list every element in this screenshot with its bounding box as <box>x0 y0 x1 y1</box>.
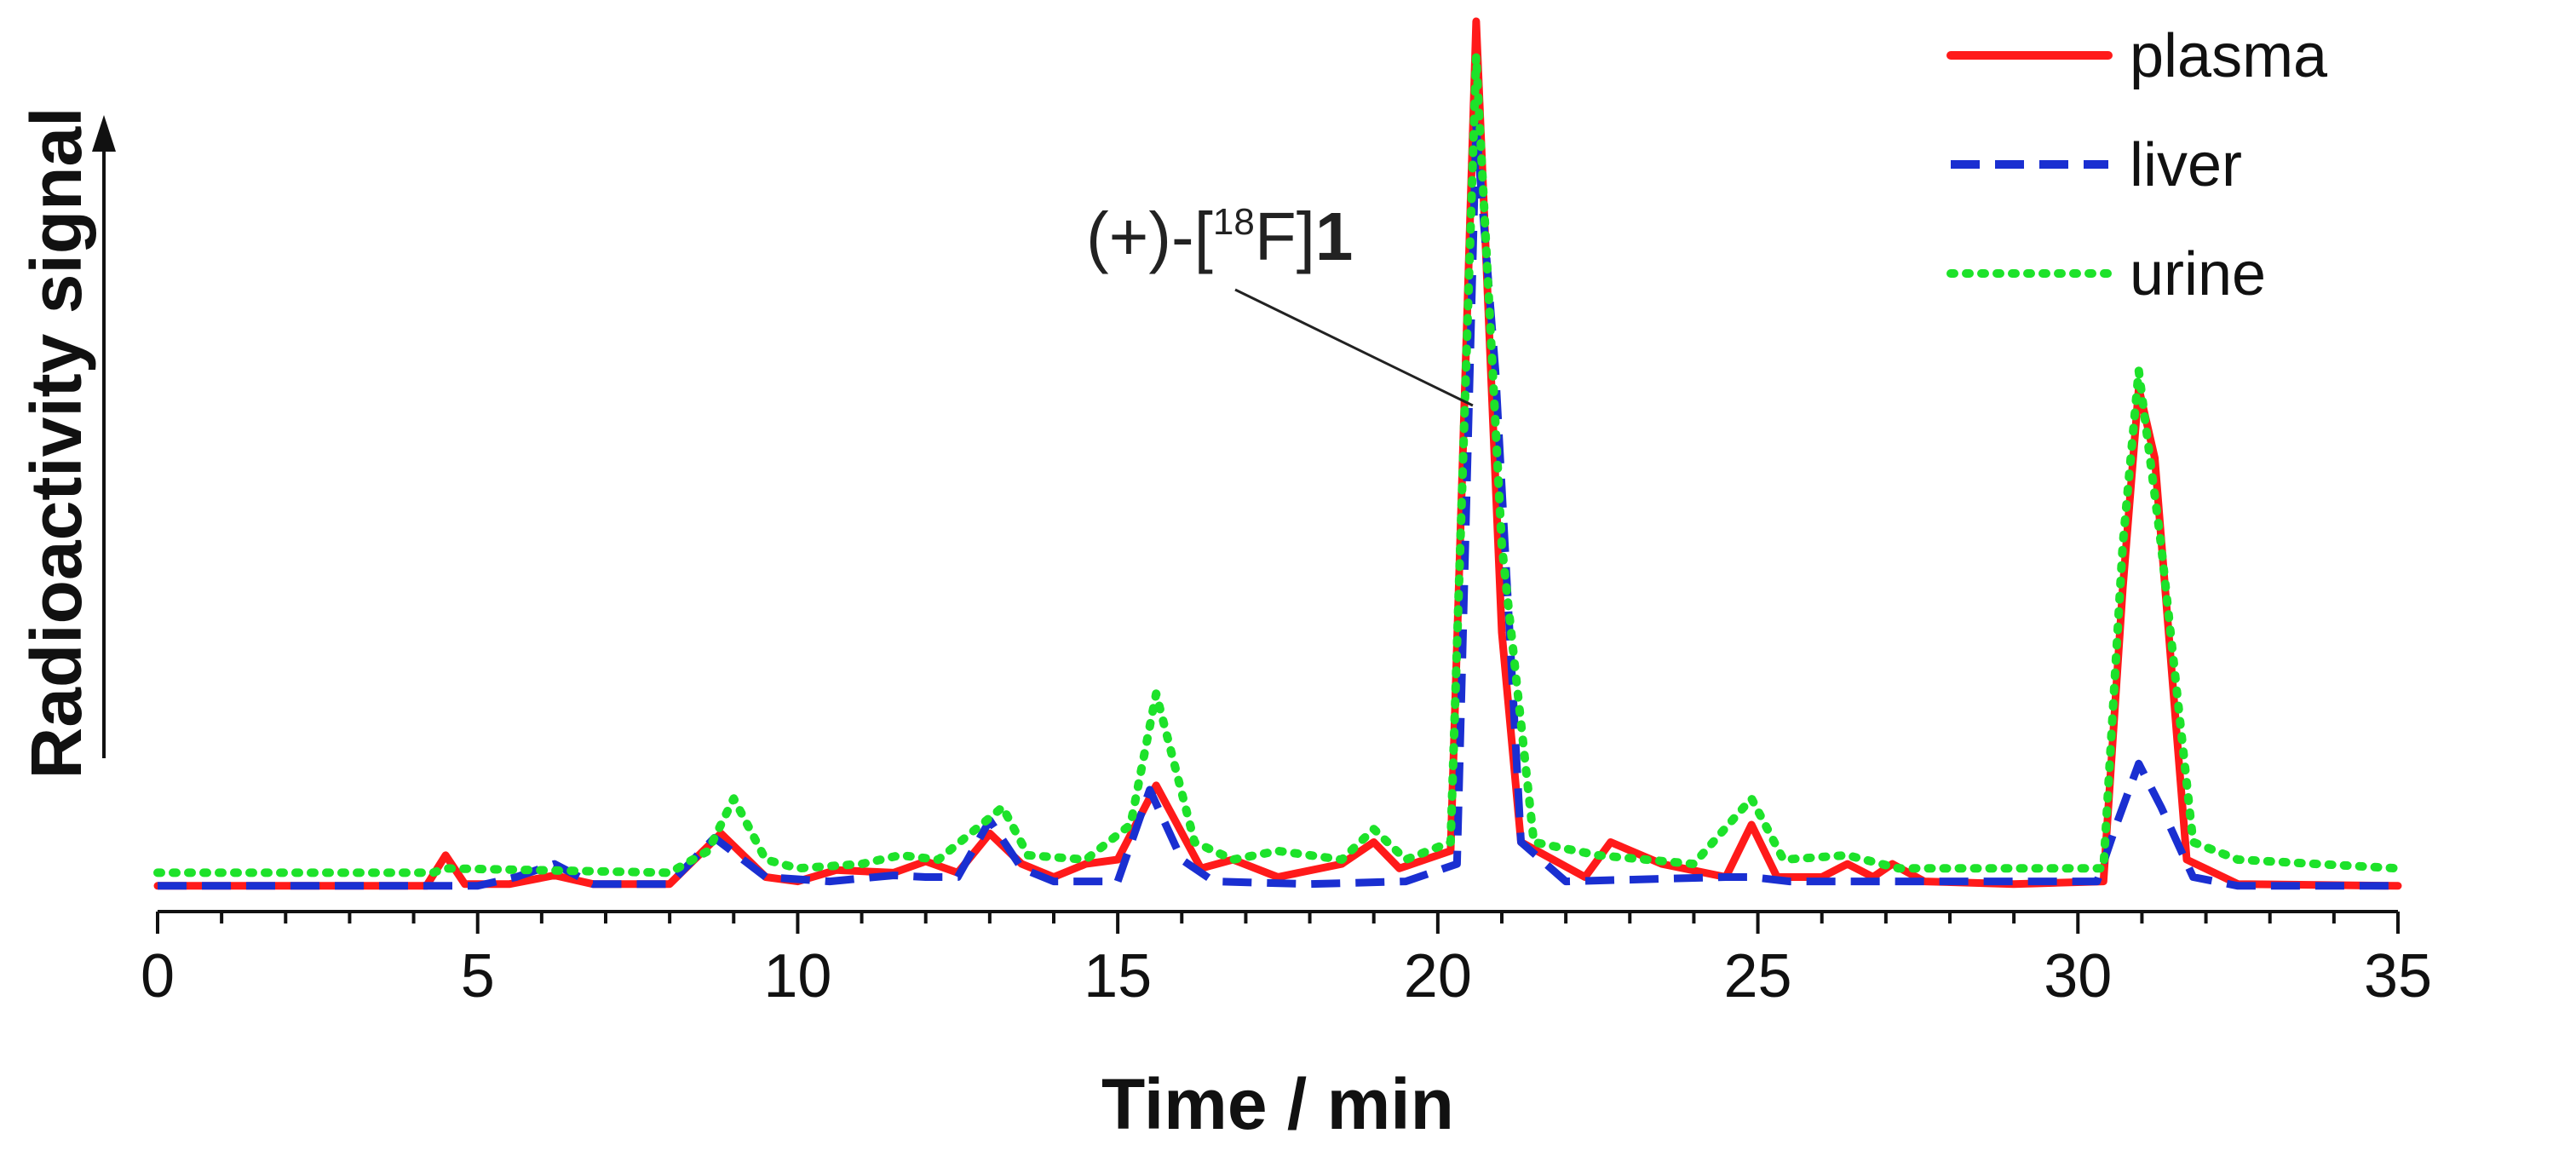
x-tick-label: 20 <box>1404 942 1472 1010</box>
x-tick-label: 5 <box>461 942 495 1010</box>
series-line-plasma <box>153 17 2402 890</box>
x-tick-label: 30 <box>2044 942 2112 1010</box>
annotation-superscript: 18 <box>1213 201 1255 243</box>
x-tick-label: 25 <box>1724 942 1792 1010</box>
legend: plasma liver urine <box>1946 22 2328 308</box>
x-axis: 0 5 10 15 20 25 30 35 Time / min <box>141 910 2432 1144</box>
y-axis-title: Radioactivity signal <box>16 107 96 780</box>
annotation-compound: 1 <box>1315 199 1354 274</box>
series-line-liver <box>158 122 2398 890</box>
x-tick-label: 0 <box>141 942 175 1010</box>
series-line-urine <box>153 52 2402 877</box>
x-ticks <box>156 912 2400 934</box>
x-tick-labels: 0 5 10 15 20 25 30 35 <box>141 942 2432 1010</box>
annotation-element: F] <box>1255 199 1315 274</box>
series-group <box>153 17 2402 890</box>
y-axis: Radioactivity signal <box>16 107 116 780</box>
annotation-label: (+)-[18F]1 <box>1086 199 1353 274</box>
y-axis-arrow-head <box>92 115 116 152</box>
legend-label-liver: liver <box>2130 131 2242 199</box>
annotation-prefix: (+)-[ <box>1086 199 1213 274</box>
x-axis-title: Time / min <box>1101 1064 1454 1144</box>
annotation-leader-line <box>1234 288 1474 407</box>
legend-label-urine: urine <box>2130 240 2266 308</box>
x-tick-label: 35 <box>2364 942 2432 1010</box>
legend-label-plasma: plasma <box>2130 22 2328 90</box>
x-tick-label: 10 <box>763 942 831 1010</box>
x-tick-label: 15 <box>1084 942 1152 1010</box>
annotation: (+)-[18F]1 <box>1086 199 1474 407</box>
